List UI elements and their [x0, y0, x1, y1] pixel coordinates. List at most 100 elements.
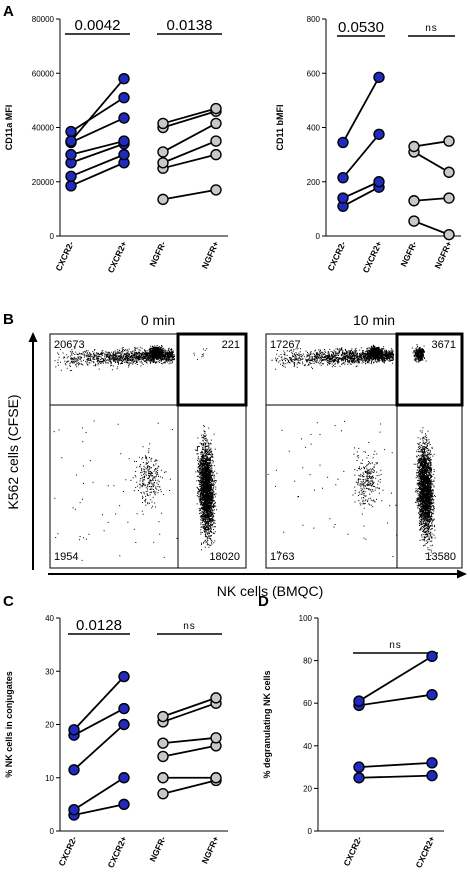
y-axis-label: % degranulating NK cells [262, 670, 272, 778]
pair-line [162, 697, 217, 718]
data-point [65, 135, 77, 147]
pair-line [358, 693, 433, 707]
data-point [118, 148, 130, 161]
quadrant-count: 17267 [270, 339, 301, 351]
pair-line [162, 107, 217, 125]
y-tick-label: 0 [316, 232, 321, 241]
pair-line [70, 161, 125, 187]
data-point [118, 670, 130, 683]
quadrant-count: 18020 [209, 551, 240, 563]
data-point [68, 764, 80, 776]
data-point [65, 125, 77, 138]
panel-letter-b: B [3, 311, 14, 328]
pair-line [413, 140, 450, 148]
category-label: NGFR- [398, 239, 419, 268]
panel-letter-a: A [3, 3, 14, 20]
ns-label: ns [183, 621, 196, 632]
data-point [157, 193, 169, 206]
pair-line [162, 140, 217, 164]
ns-label: ns [389, 640, 402, 651]
pair-line [73, 803, 125, 816]
chart-cd11a-mfi: 0 20000 40000 60000 80000 CD11a MFI CXCR2- CXCR… [4, 15, 228, 274]
pair-line [70, 78, 125, 142]
conjugate-gate [176, 332, 248, 407]
quadrant-count: 1763 [270, 551, 294, 563]
y-tick-label: 200 [307, 178, 321, 187]
data-point [210, 117, 222, 130]
y-tick-label: 20000 [32, 178, 55, 187]
y-axis-label: CD11a MFI [4, 105, 14, 151]
category-label: CXCR2- [341, 834, 364, 867]
data-point [157, 788, 169, 800]
y-tick-label: 40000 [32, 124, 55, 133]
pair-line [342, 133, 380, 179]
conjugate-gate [395, 332, 464, 407]
pair-line [70, 142, 125, 164]
pair-line [162, 189, 217, 201]
data-point [373, 71, 385, 84]
pair-line [73, 707, 125, 736]
data-point [65, 180, 77, 192]
pair-line [70, 96, 125, 133]
data-point [353, 772, 365, 784]
data-point [68, 804, 80, 816]
category-label: CXCR2+ [105, 240, 128, 275]
category-label: CXCR2+ [360, 240, 383, 275]
data-point [157, 772, 169, 784]
flow-event-dots [53, 345, 218, 561]
chart-cd11b-mfi: 0 200 400 600 800 CD11 bMFI CXCR2- CXCR2+ NGFR- N… [275, 15, 461, 274]
data-point [157, 750, 169, 763]
pair-line [342, 76, 380, 143]
category-label: CXCR2- [325, 239, 348, 272]
y-tick-label: 40 [45, 614, 54, 623]
data-point [408, 140, 420, 153]
flow-plot-frame [265, 333, 463, 569]
category-label: NGFR+ [199, 835, 220, 866]
y-axis-label: % NK cells in conjugates [4, 671, 14, 778]
y-tick-label: 100 [299, 614, 313, 623]
category-label: CXCR2- [56, 834, 79, 867]
pair-line [70, 117, 125, 144]
flow-y-axis-label: K562 cells (CFSE) [5, 394, 21, 509]
data-point [157, 710, 169, 723]
data-point [408, 195, 420, 207]
y-tick-label: 20 [45, 721, 54, 730]
y-tick-label: 30 [45, 667, 54, 676]
quadrant-count: 20673 [54, 339, 85, 351]
x-axis-arrowhead [457, 569, 467, 579]
data-point [210, 184, 222, 196]
y-tick-label: 0 [50, 232, 55, 241]
pair-line [162, 153, 217, 170]
quadrant-count: 221 [222, 339, 240, 351]
data-point [157, 737, 169, 749]
category-label: NGFR- [147, 834, 168, 863]
panel-letter-c: C [3, 593, 14, 610]
flow-events [53, 345, 218, 561]
pair-line [162, 779, 217, 795]
y-tick-label: 20 [303, 784, 312, 793]
data-point [65, 170, 77, 183]
pair-line [162, 122, 217, 153]
pair-line [358, 774, 433, 779]
data-point [426, 688, 438, 701]
data-point [118, 798, 130, 811]
p-value-label: 0.0530 [338, 19, 384, 36]
pair-line [358, 655, 433, 702]
pair-line [162, 744, 217, 758]
pair-line [70, 153, 125, 178]
y-tick-label: 60 [303, 699, 312, 708]
data-point [118, 718, 130, 731]
pair-line [162, 702, 217, 723]
pair-line [70, 140, 125, 156]
category-label: NGFR+ [432, 240, 453, 271]
data-point [118, 72, 130, 85]
pair-line [73, 723, 125, 771]
data-point [426, 769, 438, 782]
data-point [443, 135, 455, 147]
data-point [118, 135, 130, 147]
data-point [157, 146, 169, 158]
y-tick-label: 10 [45, 774, 54, 783]
category-label: CXCR2+ [413, 835, 436, 870]
y-tick-label: 400 [307, 124, 321, 133]
